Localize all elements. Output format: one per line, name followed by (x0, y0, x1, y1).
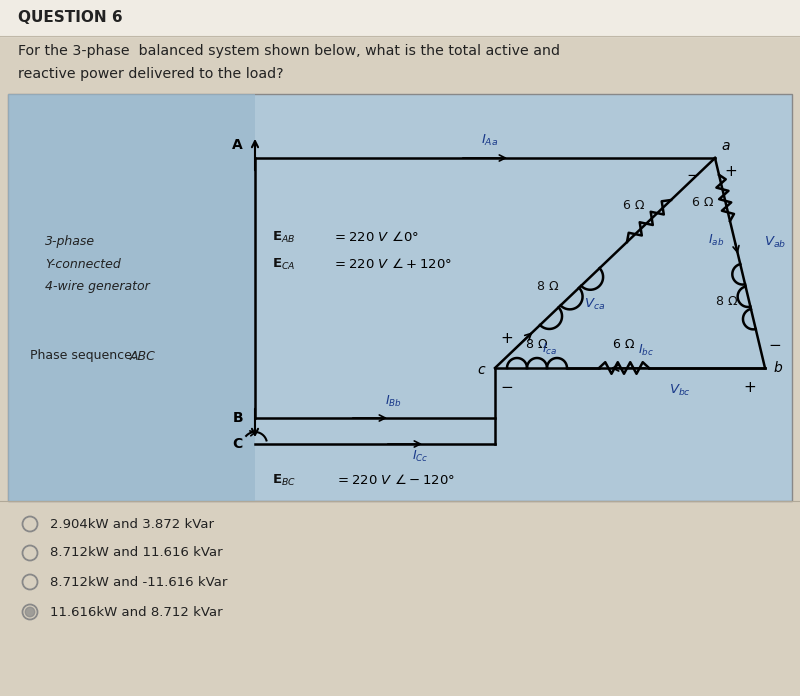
Bar (8, 94, 792, 501)
Text: +: + (725, 164, 738, 179)
Text: +: + (501, 331, 514, 346)
Text: For the 3-phase  balanced system shown below, what is the total active and: For the 3-phase balanced system shown be… (18, 44, 560, 58)
Text: −: − (686, 168, 699, 183)
Text: $V_{ab}$: $V_{ab}$ (764, 235, 786, 251)
Text: c: c (478, 363, 485, 377)
Text: −: − (769, 338, 782, 353)
Text: $\mathbf{E}_{CA}$: $\mathbf{E}_{CA}$ (272, 257, 295, 272)
Text: 2.904kW and 3.872 kVar: 2.904kW and 3.872 kVar (50, 518, 214, 530)
Text: 11.616kW and 8.712 kVar: 11.616kW and 8.712 kVar (50, 606, 222, 619)
Text: Phase sequence:: Phase sequence: (30, 349, 140, 363)
Text: 8 Ω: 8 Ω (716, 295, 738, 308)
Text: $I_{Aa}$: $I_{Aa}$ (482, 133, 498, 148)
Text: $I_{bc}$: $I_{bc}$ (638, 343, 654, 358)
Circle shape (26, 607, 35, 617)
Text: 6 Ω: 6 Ω (614, 338, 634, 351)
Text: a: a (721, 139, 730, 153)
Text: 8 Ω: 8 Ω (537, 280, 559, 294)
Text: $I_{Cc}$: $I_{Cc}$ (412, 449, 428, 464)
Text: B: B (232, 411, 243, 425)
Text: 8.712kW and 11.616 kVar: 8.712kW and 11.616 kVar (50, 546, 222, 560)
Text: 6 Ω: 6 Ω (623, 198, 645, 212)
Text: $= 220\ V\ \angle -120°$: $= 220\ V\ \angle -120°$ (335, 473, 455, 487)
Text: b: b (773, 361, 782, 375)
Text: reactive power delivered to the load?: reactive power delivered to the load? (18, 67, 284, 81)
Text: $V_{ca}$: $V_{ca}$ (584, 297, 605, 312)
Text: 8 Ω: 8 Ω (526, 338, 548, 351)
Text: +: + (744, 380, 756, 395)
Text: 8.712kW and -11.616 kVar: 8.712kW and -11.616 kVar (50, 576, 227, 589)
Text: C: C (233, 437, 243, 451)
Text: $I_{ca}$: $I_{ca}$ (542, 342, 557, 357)
Bar (8, 94, 255, 501)
Text: ABC: ABC (130, 349, 156, 363)
Text: $I_{ab}$: $I_{ab}$ (709, 233, 725, 248)
Text: $= 220\ V\ \angle +120°$: $= 220\ V\ \angle +120°$ (332, 257, 452, 271)
Text: $I_{Bb}$: $I_{Bb}$ (385, 394, 402, 409)
Text: $= 220\ V\ \angle 0°$: $= 220\ V\ \angle 0°$ (332, 230, 419, 244)
Text: Y-connected: Y-connected (45, 258, 121, 271)
Text: $V_{bc}$: $V_{bc}$ (669, 383, 691, 398)
Text: 6 Ω: 6 Ω (692, 196, 714, 209)
Text: 4-wire generator: 4-wire generator (45, 280, 150, 292)
Text: −: − (501, 380, 514, 395)
Text: $\mathbf{E}_{BC}$: $\mathbf{E}_{BC}$ (272, 473, 296, 488)
Text: $\mathbf{E}_{AB}$: $\mathbf{E}_{AB}$ (272, 230, 295, 245)
Text: A: A (232, 138, 243, 152)
Text: 3-phase: 3-phase (45, 235, 95, 248)
Text: QUESTION 6: QUESTION 6 (18, 10, 122, 26)
